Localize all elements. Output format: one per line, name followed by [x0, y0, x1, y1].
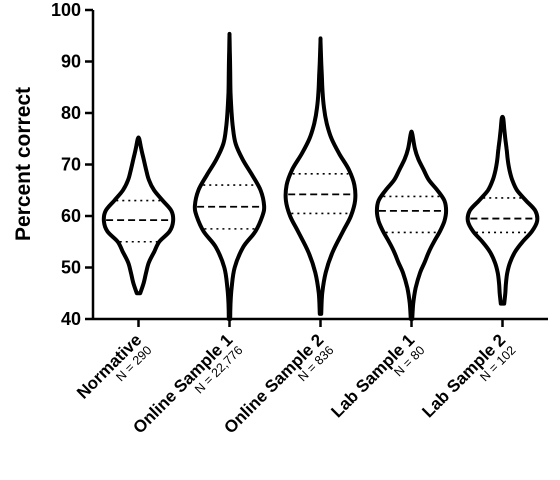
- violin-online-sample-1: [192, 31, 267, 321]
- violin-lab-sample-2: [465, 114, 540, 306]
- y-tick-label: 60: [61, 206, 81, 226]
- violins: [101, 31, 540, 321]
- y-tick-label: 40: [61, 309, 81, 329]
- x-category-label: Lab Sample 1N = 80: [327, 330, 427, 421]
- x-axis: [93, 317, 548, 327]
- y-tick-label: 70: [61, 155, 81, 175]
- violin-outline: [465, 114, 540, 306]
- y-tick-label: 100: [51, 0, 81, 20]
- violin-outline: [101, 135, 176, 296]
- violin-outline: [374, 129, 449, 321]
- violin-normative: [101, 135, 176, 296]
- category-name: Lab Sample 1: [327, 330, 418, 421]
- y-tick-label: 90: [61, 52, 81, 72]
- y-tick-label: 50: [61, 258, 81, 278]
- y-tick-label: 80: [61, 103, 81, 123]
- category-name: Lab Sample 2: [418, 330, 509, 421]
- violin-outline: [192, 31, 267, 321]
- violin-outline: [283, 36, 358, 316]
- violin-lab-sample-1: [374, 129, 449, 321]
- y-axis: 40 50 60 70 80 90 100: [51, 0, 95, 329]
- violin-online-sample-2: [283, 36, 358, 316]
- x-category-label: Lab Sample 2N = 102: [418, 330, 518, 421]
- y-axis-title: Percent correct: [12, 87, 35, 241]
